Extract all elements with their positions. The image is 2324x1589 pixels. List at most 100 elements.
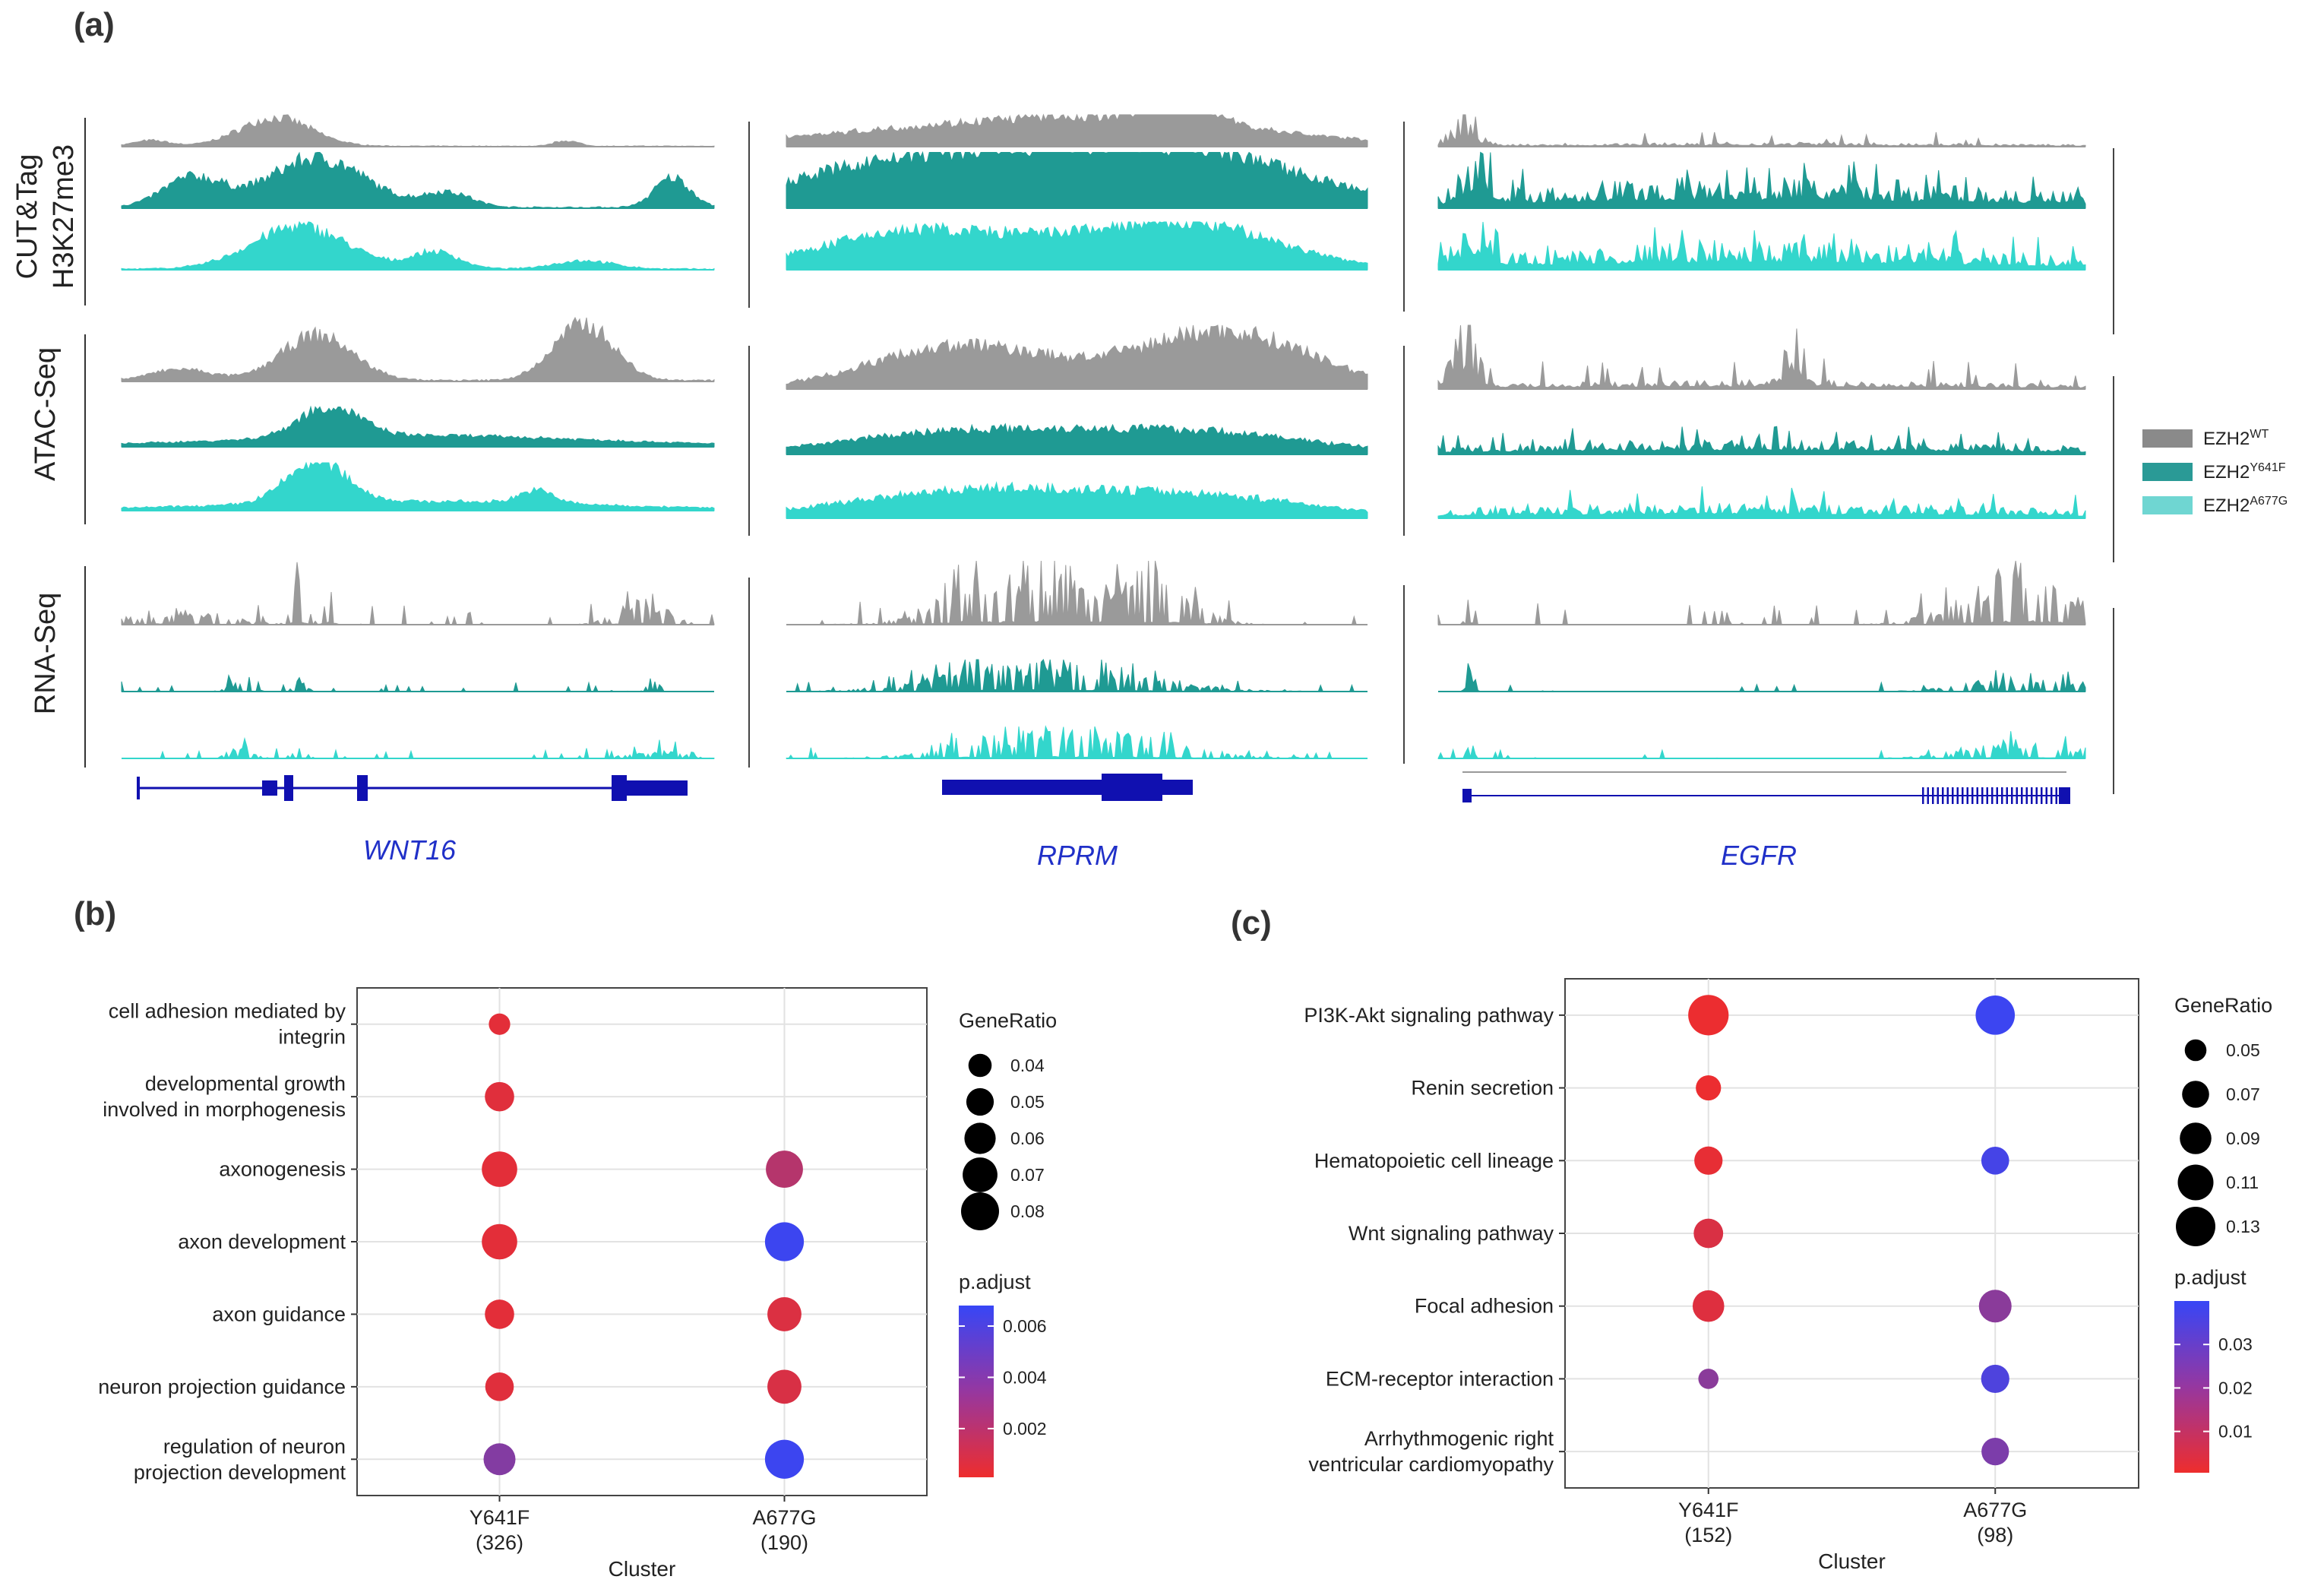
term-label-b-1: developmental growth involved in morphoge… — [103, 1072, 346, 1121]
gene-model-egfr-exon-22 — [2031, 787, 2033, 804]
gene-model-wnt16-exon-5 — [627, 780, 688, 796]
x-tick-label-line-b-0-0: Y641F — [470, 1506, 530, 1529]
x-tick-label-line-c-1-1: (98) — [1977, 1524, 2013, 1546]
size-legend-dot-c-4 — [2176, 1207, 2215, 1246]
color-legend-label-b-2: 0.002 — [1003, 1419, 1047, 1439]
color-legend-bar-c — [2174, 1301, 2209, 1473]
dot-c-5 — [1693, 1218, 1724, 1249]
track-col0-row0 — [121, 114, 715, 147]
gene-model-wnt16-exon-3 — [357, 775, 368, 801]
dot-b-9 — [767, 1369, 802, 1404]
gene-model-egfr-exon-13 — [1986, 787, 1988, 804]
size-legend-dot-b-2 — [964, 1122, 996, 1154]
gene-model-wnt16-exon-1 — [262, 780, 277, 796]
dot-c-9 — [1981, 1364, 2009, 1394]
dot-b-7 — [767, 1297, 802, 1331]
gene-model-egfr-exon-25 — [2045, 787, 2047, 804]
term-label-line-b-3-0: axon development — [178, 1230, 346, 1253]
track-col1-row3 — [786, 324, 1368, 390]
term-label-b-0: cell adhesion mediated by integrin — [109, 1000, 346, 1049]
gene-model-wnt16-exon-0 — [137, 777, 140, 799]
color-legend-title-b: p.adjust — [959, 1271, 1031, 1293]
size-legend-dot-c-1 — [2182, 1081, 2209, 1108]
panel-label-c: (c) — [1231, 904, 1272, 942]
track-col0-row6 — [121, 562, 715, 626]
gene-model-egfr-exon-14 — [1991, 787, 1994, 804]
color-legend-title-c: p.adjust — [2174, 1266, 2247, 1289]
track-col1-row0 — [786, 113, 1368, 147]
size-legend-dot-b-1 — [966, 1087, 994, 1116]
legend-label-wt: EZH2 — [2203, 428, 2250, 449]
term-label-line-b-4-0: axon guidance — [212, 1303, 346, 1325]
legend-sup-a677g: A677G — [2250, 494, 2288, 508]
term-label-c-3: Wnt signaling pathway — [1349, 1222, 1554, 1245]
term-label-line-c-1-0: Renin secretion — [1411, 1077, 1554, 1100]
gene-label-egfr: EGFR — [1721, 840, 1798, 871]
term-label-line-c-6-0: Arrhythmogenic right — [1364, 1427, 1554, 1450]
size-legend-dot-c-3 — [2177, 1164, 2214, 1201]
legend-label-a677g: EZH2 — [2203, 495, 2250, 516]
legend-swatch-a677g — [2142, 496, 2193, 514]
panel-label-a: (a) — [74, 6, 115, 43]
gene-model-egfr-exon-12 — [1981, 787, 1984, 804]
term-label-line-c-3-0: Wnt signaling pathway — [1349, 1222, 1554, 1245]
size-legend-label-b-2: 0.06 — [1010, 1128, 1045, 1148]
dot-c-0 — [1688, 995, 1729, 1036]
track-col2-row7 — [1438, 663, 2086, 693]
size-legend-title-c: GeneRatio — [2174, 994, 2272, 1017]
gene-model-egfr-exon-first — [1462, 789, 1472, 802]
track-legend: EZH2WT EZH2Y641F EZH2A677G — [2142, 422, 2288, 522]
track-col2-row0 — [1437, 114, 2086, 147]
term-label-line-b-0-0: cell adhesion mediated by — [109, 1000, 346, 1023]
x-axis-title-b: Cluster — [609, 1557, 676, 1581]
dot-c-3 — [1694, 1146, 1723, 1175]
track-col1-row4 — [786, 423, 1368, 455]
term-label-line-b-0-1: integrin — [278, 1026, 346, 1049]
x-tick-label-line-b-1-1: (190) — [760, 1531, 808, 1554]
gene-model-egfr-exon-10 — [1971, 787, 1974, 804]
term-label-line-b-6-1: projection development — [134, 1461, 346, 1483]
track-col2-row2 — [1437, 221, 2086, 271]
track-col2-row1 — [1437, 151, 2086, 209]
size-legend-label-c-3: 0.11 — [2226, 1173, 2259, 1192]
term-label-c-5: ECM-receptor interaction — [1326, 1367, 1554, 1390]
gene-model-egfr-exon-last — [2059, 787, 2070, 804]
gene-model-egfr-exon-11 — [1976, 787, 1978, 804]
dot-b-3 — [766, 1151, 803, 1188]
dot-c-1 — [1975, 995, 2016, 1035]
color-legend-label-c-2: 0.01 — [2218, 1422, 2253, 1442]
size-legend-dot-c-2 — [2180, 1122, 2212, 1154]
track-col0-row5 — [121, 461, 715, 511]
gene-model-egfr-exon-19 — [2016, 787, 2018, 804]
term-label-line-b-2-0: axonogenesis — [219, 1158, 346, 1181]
track-col2-row8 — [1437, 731, 2086, 760]
track-col2-row6 — [1437, 560, 2086, 625]
gene-model-egfr-exon-20 — [2021, 787, 2023, 804]
gene-model-egfr-exon-7 — [1956, 787, 1959, 804]
track-col1-row8 — [786, 725, 1368, 760]
x-tick-label-c-0: Y641F (152) — [1678, 1499, 1739, 1546]
track-col1-row5 — [786, 481, 1368, 519]
size-legend-label-c-0: 0.05 — [2226, 1040, 2260, 1060]
legend-swatch-wt — [2142, 429, 2193, 448]
track-col2-row4 — [1437, 426, 2086, 455]
dot-c-6 — [1692, 1290, 1725, 1322]
term-label-c-1: Renin secretion — [1411, 1077, 1554, 1100]
dot-c-2 — [1696, 1075, 1722, 1101]
term-label-line-c-6-1: ventricular cardiomyopathy — [1308, 1453, 1554, 1476]
row-label-h3k27me3: H3K27me3 — [48, 144, 80, 289]
gene-model-wnt16-exon-4 — [612, 775, 627, 801]
color-legend-bar-b — [959, 1306, 994, 1477]
row-label-rna: RNA-Seq — [30, 593, 62, 715]
size-legend-label-b-4: 0.08 — [1010, 1201, 1045, 1221]
track-col0-row3 — [121, 316, 715, 382]
x-tick-label-line-c-1-0: A677G — [1963, 1499, 2027, 1521]
size-legend-label-b-1: 0.05 — [1010, 1092, 1045, 1112]
term-label-b-6: regulation of neuron projection developme… — [134, 1435, 346, 1483]
dot-b-11 — [764, 1439, 805, 1479]
legend-swatch-y641f — [2142, 463, 2193, 481]
track-col2-row3 — [1437, 324, 2086, 390]
legend-item-y641f: EZH2Y641F — [2142, 455, 2288, 489]
dot-c-7 — [1978, 1290, 2012, 1323]
dot-b-2 — [482, 1151, 517, 1187]
